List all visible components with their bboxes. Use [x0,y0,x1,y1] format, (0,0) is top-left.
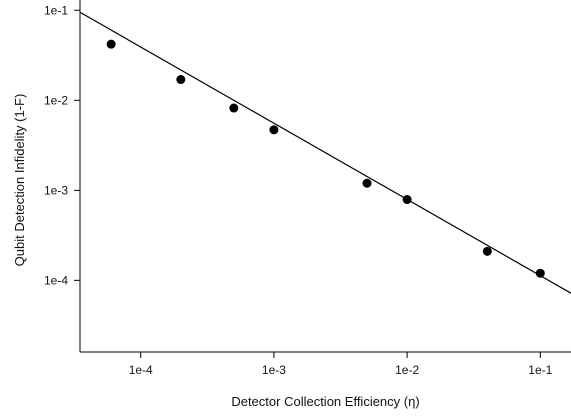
y-tick-label: 1e-2 [44,93,68,107]
data-point [229,103,239,113]
data-point [176,75,186,85]
data-series [79,11,571,294]
x-tick-label: 1e-3 [262,363,286,377]
data-point [269,125,279,135]
axes [79,0,571,353]
x-axis-title: Detector Collection Efficiency (η) [231,394,419,409]
axis-ticks: 1e-4 1e-3 1e-2 1e-1 1e-4 1e-3 1e-2 1e-1 [44,3,553,377]
x-tick-label: 1e-1 [528,363,552,377]
data-point [106,39,116,49]
model-line [79,11,571,294]
data-point [535,268,545,278]
x-tick-label: 1e-2 [395,363,419,377]
y-axis-title: Qubit Detection Infidelity (1-F) [12,94,27,267]
data-point [482,246,492,256]
y-tick-label: 1e-1 [44,3,68,17]
data-point [362,178,372,188]
y-tick-label: 1e-3 [44,183,68,197]
x-tick-label: 1e-4 [129,363,153,377]
y-tick-label: 1e-4 [44,273,68,287]
